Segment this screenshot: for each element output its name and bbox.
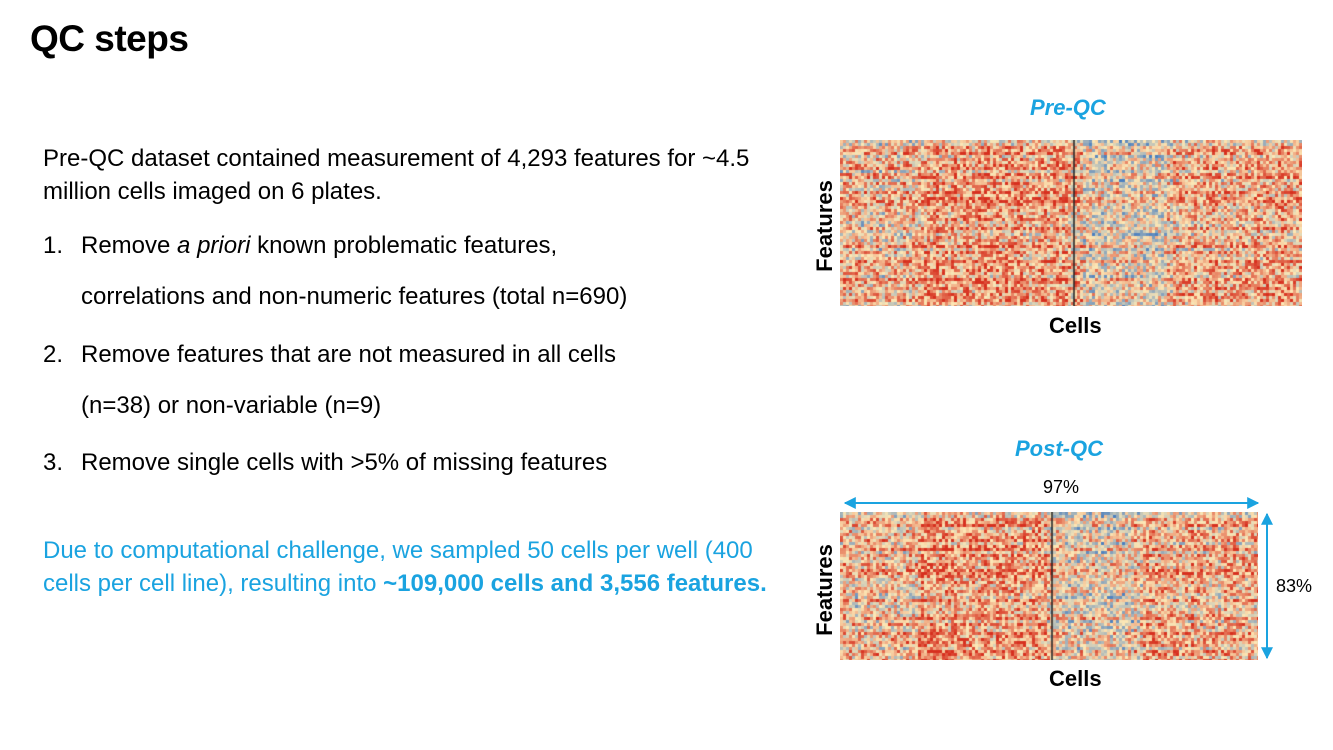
intro-text: Pre-QC dataset contained measurement of … xyxy=(43,145,750,205)
step-text: Remove features that are not measured in… xyxy=(81,341,616,368)
step-text: Remove xyxy=(81,232,178,259)
step-text: Remove single cells with >5% of missing … xyxy=(81,449,608,476)
step-number: 2. xyxy=(43,341,64,368)
step-text: (n=38) or non-variable (n=9) xyxy=(81,392,382,419)
height-percent: 83% xyxy=(1276,576,1313,596)
step-text: correlations and non-numeric features (t… xyxy=(81,283,628,310)
note-text: Due to computational challenge, we sampl… xyxy=(43,537,753,597)
width-percent: 97% xyxy=(1043,477,1080,497)
step-text: known problematic features, xyxy=(250,232,558,259)
step-number: 3. xyxy=(43,449,64,476)
step-number: 1. xyxy=(43,232,64,259)
pre-qc-x-label: Cells xyxy=(1049,313,1102,338)
pre-qc-title: Pre-QC xyxy=(1030,95,1106,120)
post-qc-title: Post-QC xyxy=(1015,436,1103,461)
page-title: QC steps xyxy=(30,18,189,59)
sampling-note: Due to computational challenge, we sampl… xyxy=(43,534,783,600)
pre-qc-heatmap xyxy=(840,140,1302,306)
note-highlight: ~109,000 cells and 3,556 features. xyxy=(383,570,767,597)
post-qc-heatmap xyxy=(840,512,1258,660)
post-qc-x-label: Cells xyxy=(1049,666,1102,691)
step-emphasis: a priori xyxy=(177,232,251,259)
